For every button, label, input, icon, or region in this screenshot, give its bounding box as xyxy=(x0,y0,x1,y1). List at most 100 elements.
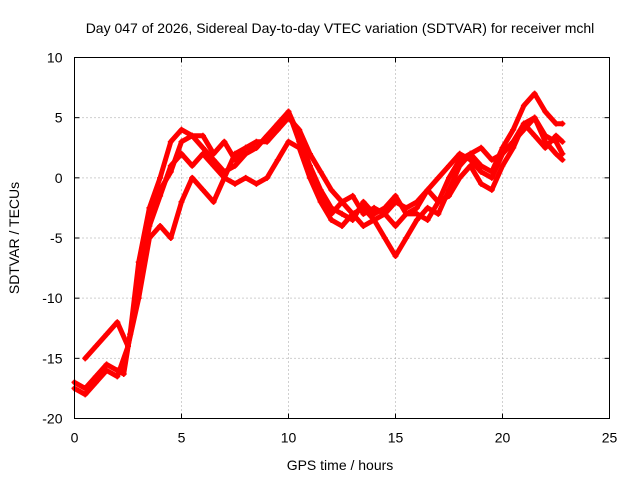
data-point xyxy=(146,235,153,241)
data-point xyxy=(157,222,164,229)
data-point xyxy=(210,162,217,169)
data-point xyxy=(125,343,131,350)
data-point xyxy=(392,253,399,260)
data-point xyxy=(456,174,463,181)
data-point xyxy=(189,162,196,169)
data-point xyxy=(403,235,410,241)
data-point xyxy=(232,180,238,187)
data-point xyxy=(553,150,559,157)
data-point xyxy=(531,114,538,121)
data-point xyxy=(296,138,303,145)
data-point xyxy=(542,108,549,115)
data-point xyxy=(146,210,153,217)
y-tick-label: -5 xyxy=(50,230,63,246)
data-point xyxy=(178,138,185,145)
x-tick-label: 15 xyxy=(388,430,404,446)
data-point xyxy=(360,222,367,229)
data-point xyxy=(553,120,559,127)
data-point xyxy=(520,120,527,127)
data-point xyxy=(210,156,217,163)
data-point xyxy=(120,370,127,377)
data-point xyxy=(221,138,228,145)
x-tick-label: 25 xyxy=(602,430,618,446)
data-point xyxy=(371,216,378,223)
chart-title: Day 047 of 2026, Sidereal Day-to-day VTE… xyxy=(86,20,595,36)
data-point xyxy=(328,210,335,217)
data-point xyxy=(103,331,110,338)
data-point xyxy=(499,144,506,151)
data-point xyxy=(189,174,196,181)
series-track-1 xyxy=(72,91,565,391)
data-point xyxy=(559,138,566,145)
data-point xyxy=(467,156,474,163)
data-point xyxy=(520,102,527,109)
data-point xyxy=(328,216,335,223)
ticks-layer: 0 5 10 15 20 25 -20 -15 -10 -5 0 5 10 xyxy=(42,50,617,446)
data-point xyxy=(446,174,452,181)
y-axis-label: SDTVAR / TECUs xyxy=(6,182,22,294)
data-point xyxy=(328,186,335,193)
data-point xyxy=(510,126,517,133)
data-point xyxy=(264,174,271,181)
data-point xyxy=(542,138,549,145)
series-layer xyxy=(71,90,566,398)
data-point xyxy=(232,162,238,169)
data-point xyxy=(167,138,174,145)
data-point xyxy=(274,156,281,163)
data-point xyxy=(510,144,517,151)
data-point xyxy=(103,361,110,368)
data-point xyxy=(92,379,99,386)
data-point xyxy=(114,373,121,380)
data-point xyxy=(157,186,164,193)
data-point xyxy=(339,198,345,205)
data-point xyxy=(488,186,495,193)
data-point xyxy=(274,126,281,133)
data-point xyxy=(82,391,89,398)
data-point xyxy=(242,144,249,151)
data-point xyxy=(499,150,506,157)
data-point xyxy=(424,186,431,193)
data-point xyxy=(210,150,217,157)
data-point xyxy=(306,174,313,181)
data-point xyxy=(103,367,110,374)
data-point xyxy=(413,204,420,211)
x-tick-label: 0 xyxy=(71,430,79,446)
data-point xyxy=(178,126,185,133)
data-point xyxy=(199,186,206,193)
data-point xyxy=(488,174,495,181)
y-tick-label: -20 xyxy=(42,411,62,427)
data-point xyxy=(167,235,174,241)
data-point xyxy=(339,222,345,229)
y-tick-label: -15 xyxy=(42,350,62,366)
y-tick-label: 10 xyxy=(47,50,63,66)
data-point xyxy=(424,216,431,223)
data-point xyxy=(242,174,249,181)
data-point xyxy=(189,132,196,139)
data-point xyxy=(467,150,474,157)
data-point xyxy=(199,132,206,139)
data-point xyxy=(371,204,378,211)
data-point xyxy=(467,162,474,169)
data-point xyxy=(392,222,399,229)
data-point xyxy=(381,210,388,217)
data-point xyxy=(264,132,271,139)
data-point xyxy=(178,198,185,205)
data-point xyxy=(553,132,559,139)
data-point xyxy=(82,355,89,362)
data-point xyxy=(424,204,431,211)
data-point xyxy=(403,210,410,217)
x-tick-label: 20 xyxy=(495,430,511,446)
data-point xyxy=(542,144,549,151)
data-point xyxy=(210,198,217,205)
data-point xyxy=(488,156,495,163)
data-point xyxy=(232,150,238,157)
data-point xyxy=(253,138,260,145)
data-point xyxy=(317,168,324,175)
data-point xyxy=(413,216,420,223)
data-point xyxy=(403,204,410,211)
data-point xyxy=(392,192,399,199)
data-point xyxy=(167,168,174,175)
data-point xyxy=(135,295,142,302)
x-axis-label: GPS time / hours xyxy=(287,457,394,473)
data-point xyxy=(253,180,260,187)
